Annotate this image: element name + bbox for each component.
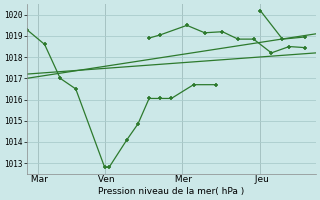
X-axis label: Pression niveau de la mer( hPa ): Pression niveau de la mer( hPa ) <box>98 187 244 196</box>
